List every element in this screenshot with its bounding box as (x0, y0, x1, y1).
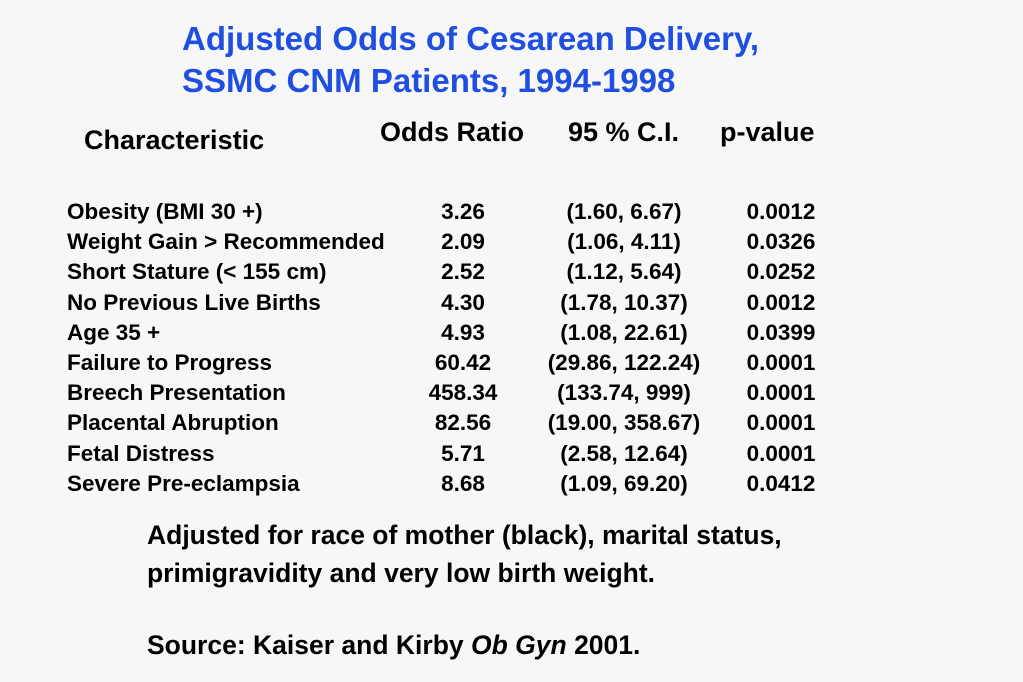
cell-ci: (1.09, 69.20) (560, 470, 688, 496)
cell-odds-ratio: 8.68 (441, 470, 485, 496)
header-characteristic: Characteristic (84, 125, 265, 155)
cell-ci: (29.86, 122.24) (547, 349, 701, 375)
cell-p-value: 0.0252 (746, 259, 816, 285)
table-row: Age 35 + 4.93 (1.08, 22.61) 0.0399 (0, 318, 1023, 348)
cell-characteristic: No Previous Live Births (67, 289, 321, 315)
source-journal: Ob Gyn (471, 630, 567, 660)
cell-ci: (1.08, 22.61) (560, 319, 688, 345)
table-row: Weight Gain > Recommended 2.09 (1.06, 4.… (0, 227, 1023, 257)
cell-odds-ratio: 2.09 (441, 229, 485, 255)
cell-p-value: 0.0326 (746, 229, 816, 255)
table-row: Fetal Distress 5.71 (2.58, 12.64) 0.0001 (0, 439, 1023, 469)
cell-characteristic: Breech Presentation (67, 380, 286, 406)
cell-odds-ratio: 3.26 (441, 199, 485, 224)
cell-odds-ratio: 2.52 (441, 259, 485, 285)
cell-characteristic: Weight Gain > Recommended (67, 229, 385, 255)
cell-p-value: 0.0001 (746, 349, 816, 375)
cell-odds-ratio: 458.34 (428, 380, 498, 406)
cell-ci: (1.60, 6.67) (566, 199, 682, 224)
cell-p-value: 0.0001 (746, 380, 816, 406)
title-line-2: SSMC CNM Patients, 1994-1998 (182, 62, 676, 99)
cell-p-value: 0.0012 (746, 199, 816, 224)
cell-characteristic: Age 35 + (67, 319, 161, 345)
cell-p-value: 0.0412 (746, 470, 816, 496)
cell-characteristic: Placental Abruption (67, 410, 279, 436)
cell-odds-ratio: 5.71 (441, 440, 485, 466)
odds-table: Obesity (BMI 30 +) 3.26 (1.60, 6.67) 0.0… (0, 197, 1023, 499)
header-confidence-interval: 95 % C.I. (568, 117, 680, 147)
cell-ci: (19.00, 358.67) (547, 410, 701, 436)
cell-ci: (2.58, 12.64) (560, 440, 688, 466)
cell-characteristic: Failure to Progress (67, 349, 273, 375)
table-row: Short Stature (< 155 cm) 2.52 (1.12, 5.6… (0, 257, 1023, 287)
table-row: Obesity (BMI 30 +) 3.26 (1.60, 6.67) 0.0… (0, 197, 1023, 227)
cell-ci: (1.78, 10.37) (560, 289, 688, 315)
cell-p-value: 0.0001 (746, 410, 816, 436)
table-row: Breech Presentation 458.34 (133.74, 999)… (0, 378, 1023, 408)
cell-p-value: 0.0399 (746, 319, 816, 345)
cell-ci: (133.74, 999) (557, 380, 691, 406)
note-line-1: Adjusted for race of mother (black), mar… (147, 520, 782, 550)
cell-characteristic: Obesity (BMI 30 +) (67, 199, 263, 224)
cell-characteristic: Short Stature (< 155 cm) (67, 259, 327, 285)
source-prefix: Source: Kaiser and Kirby (147, 630, 471, 660)
note-line-2: primigravidity and very low birth weight… (147, 558, 656, 588)
cell-odds-ratio: 4.30 (441, 289, 485, 315)
cell-odds-ratio: 82.56 (434, 410, 492, 436)
cell-ci: (1.12, 5.64) (566, 259, 682, 285)
header-odds-ratio: Odds Ratio (380, 117, 525, 147)
table-row: No Previous Live Births 4.30 (1.78, 10.3… (0, 288, 1023, 318)
cell-characteristic: Severe Pre-eclampsia (67, 470, 300, 496)
cell-p-value: 0.0012 (746, 289, 816, 315)
slide-title: Adjusted Odds of Cesarean Delivery, SSMC… (182, 18, 759, 102)
cell-odds-ratio: 4.93 (441, 319, 485, 345)
cell-ci: (1.06, 4.11) (567, 229, 681, 255)
source-citation: Source: Kaiser and Kirby Ob Gyn 2001. (147, 626, 640, 664)
title-line-1: Adjusted Odds of Cesarean Delivery, (182, 20, 760, 57)
header-p-value: p-value (720, 117, 815, 147)
table-row: Severe Pre-eclampsia 8.68 (1.09, 69.20) … (0, 469, 1023, 499)
cell-p-value: 0.0001 (746, 440, 816, 466)
table-row: Failure to Progress 60.42 (29.86, 122.24… (0, 348, 1023, 378)
cell-odds-ratio: 60.42 (434, 349, 492, 375)
table-row: Placental Abruption 82.56 (19.00, 358.67… (0, 408, 1023, 438)
cell-characteristic: Fetal Distress (67, 440, 215, 466)
adjustment-note: Adjusted for race of mother (black), mar… (147, 516, 782, 592)
source-suffix: 2001. (566, 630, 641, 660)
